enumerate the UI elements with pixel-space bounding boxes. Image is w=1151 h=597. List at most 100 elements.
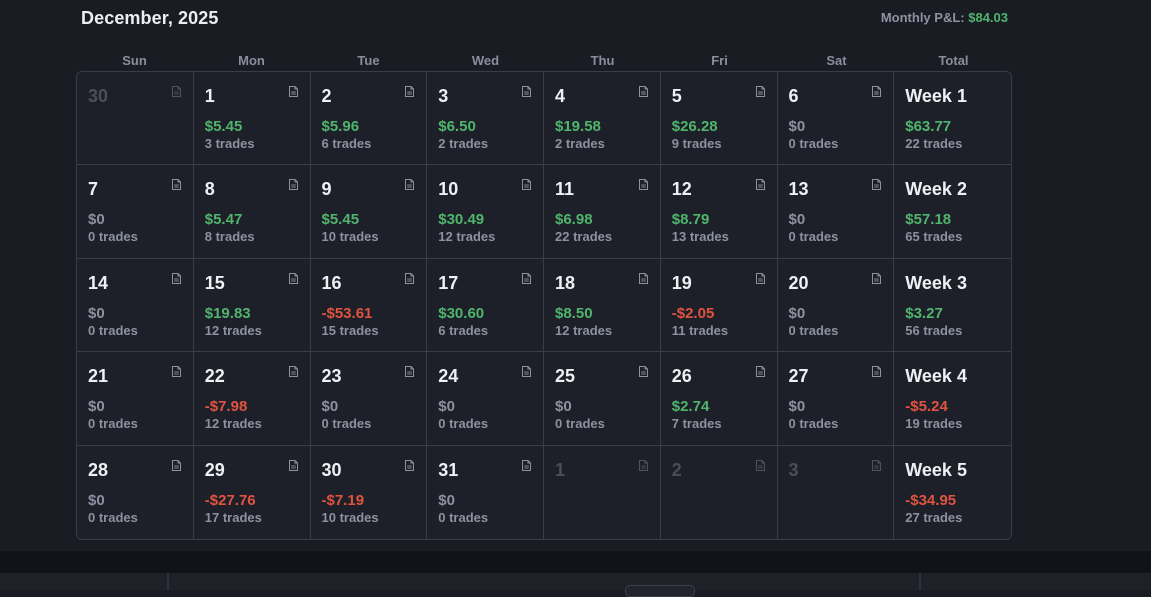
- note-icon[interactable]: [872, 364, 882, 378]
- note-icon[interactable]: [638, 177, 648, 191]
- week-trade-count: 19 trades: [905, 416, 963, 432]
- note-icon[interactable]: [638, 458, 648, 471]
- note-icon[interactable]: [405, 177, 415, 191]
- calendar-day-cell[interactable]: 27 $0 0 trades: [777, 352, 895, 446]
- calendar-day-cell[interactable]: 16 -$53.61 15 trades: [310, 258, 428, 353]
- week-pnl: $63.77: [905, 118, 952, 135]
- note-icon[interactable]: [288, 364, 298, 378]
- calendar-day-cell[interactable]: 18 $8.50 12 trades: [544, 258, 661, 353]
- note-icon[interactable]: [872, 84, 882, 97]
- day-number: 18: [555, 272, 576, 293]
- note-icon[interactable]: [755, 364, 765, 378]
- calendar-day-cell[interactable]: 26 $2.74 7 trades: [660, 352, 778, 446]
- calendar-day-cell[interactable]: 4 $19.58 2 trades: [544, 72, 661, 166]
- day-number: 3: [438, 86, 449, 106]
- day-number: 30: [88, 86, 109, 106]
- note-icon[interactable]: [405, 84, 415, 97]
- day-trade-count: 0 trades: [438, 416, 489, 432]
- note-icon[interactable]: [171, 84, 181, 97]
- calendar-day-cell[interactable]: 23 $0 0 trades: [310, 352, 428, 446]
- note-icon[interactable]: [522, 271, 531, 284]
- note-icon[interactable]: [755, 271, 765, 284]
- calendar-day-cell[interactable]: 30 -$7.19 10 trades: [310, 445, 428, 539]
- note-icon[interactable]: [522, 458, 531, 471]
- day-trade-count: 0 trades: [788, 322, 839, 338]
- calendar-day-cell[interactable]: 7 $0 0 trades: [77, 165, 194, 259]
- note-icon[interactable]: [522, 177, 531, 191]
- week-label: Week 2: [905, 179, 967, 200]
- note-icon[interactable]: [288, 177, 298, 191]
- calendar-day-outside-month: 30: [77, 72, 194, 166]
- note-icon[interactable]: [638, 271, 648, 284]
- calendar-day-cell[interactable]: 8 $5.47 8 trades: [193, 165, 311, 259]
- calendar-day-cell[interactable]: 5 $26.28 9 trades: [660, 72, 778, 166]
- day-number: 6: [788, 86, 799, 106]
- day-number: 21: [88, 366, 109, 387]
- note-icon[interactable]: [755, 177, 765, 191]
- calendar-day-cell[interactable]: 22 -$7.98 12 trades: [193, 352, 311, 446]
- day-pnl: $5.47: [204, 211, 243, 229]
- calendar-day-cell[interactable]: 13 $0 0 trades: [777, 165, 895, 259]
- calendar-day-cell[interactable]: 12 $8.79 13 trades: [660, 165, 778, 259]
- note-icon[interactable]: [872, 271, 882, 284]
- week-label: Week 3: [905, 272, 967, 293]
- note-icon[interactable]: [171, 458, 181, 471]
- day-trade-count: 10 trades: [321, 229, 379, 245]
- calendar-day-cell[interactable]: 21 $0 0 trades: [77, 352, 194, 446]
- day-number: 25: [555, 366, 576, 387]
- day-number: 1: [555, 459, 566, 480]
- day-pnl: $8.50: [555, 304, 593, 322]
- monthly-pnl-label: Monthly P&L:: [880, 10, 965, 25]
- note-icon[interactable]: [638, 364, 648, 378]
- calendar-day-cell[interactable]: 3 $6.50 2 trades: [427, 72, 544, 166]
- day-number: 24: [438, 366, 459, 387]
- month-title: December, 2025: [81, 8, 219, 28]
- calendar-day-cell[interactable]: 24 $0 0 trades: [427, 352, 544, 446]
- calendar-day-cell[interactable]: 31 $0 0 trades: [427, 445, 544, 539]
- note-icon[interactable]: [405, 271, 415, 284]
- day-trade-count: 0 trades: [321, 416, 372, 432]
- day-number: 16: [321, 272, 342, 293]
- note-icon[interactable]: [522, 364, 531, 378]
- divider-bar: [0, 551, 1151, 573]
- footer-handle[interactable]: [625, 585, 695, 597]
- note-icon[interactable]: [171, 364, 181, 378]
- calendar-day-cell[interactable]: 14 $0 0 trades: [77, 258, 194, 353]
- note-icon[interactable]: [171, 271, 181, 284]
- note-icon[interactable]: [755, 458, 765, 471]
- note-icon[interactable]: [288, 458, 298, 471]
- note-icon[interactable]: [755, 84, 765, 97]
- day-trade-count: 2 trades: [555, 136, 605, 151]
- note-icon[interactable]: [288, 271, 298, 284]
- calendar-day-cell[interactable]: 6 $0 0 trades: [777, 72, 895, 166]
- calendar-day-outside-month: 2: [660, 445, 778, 539]
- day-trade-count: 6 trades: [438, 322, 489, 338]
- note-icon[interactable]: [171, 177, 181, 191]
- day-trade-count: 12 trades: [204, 322, 262, 338]
- calendar-day-cell[interactable]: 20 $0 0 trades: [777, 258, 895, 353]
- calendar-day-cell[interactable]: 2 $5.96 6 trades: [310, 72, 428, 166]
- note-icon[interactable]: [288, 84, 298, 97]
- calendar-day-cell[interactable]: 1 $5.45 3 trades: [193, 72, 311, 166]
- day-number: 30: [321, 459, 342, 480]
- calendar-day-cell[interactable]: 28 $0 0 trades: [77, 445, 194, 539]
- calendar-day-cell[interactable]: 9 $5.45 10 trades: [310, 165, 428, 259]
- calendar-day-cell[interactable]: 17 $30.60 6 trades: [427, 258, 544, 353]
- note-icon[interactable]: [405, 364, 415, 378]
- calendar-day-cell[interactable]: 11 $6.98 22 trades: [544, 165, 661, 259]
- day-pnl: $0: [88, 304, 105, 322]
- note-icon[interactable]: [405, 458, 415, 471]
- calendar-day-cell[interactable]: 10 $30.49 12 trades: [427, 165, 544, 259]
- day-number: 28: [88, 459, 109, 480]
- day-pnl: -$7.98: [204, 398, 248, 416]
- calendar-day-cell[interactable]: 29 -$27.76 17 trades: [193, 445, 311, 539]
- note-icon[interactable]: [872, 458, 882, 471]
- calendar-day-cell[interactable]: 19 -$2.05 11 trades: [660, 258, 778, 353]
- note-icon[interactable]: [872, 177, 882, 191]
- calendar-day-cell[interactable]: 25 $0 0 trades: [544, 352, 661, 446]
- note-icon[interactable]: [638, 84, 648, 97]
- note-icon[interactable]: [522, 84, 531, 97]
- day-number: 11: [555, 179, 575, 200]
- day-pnl: -$53.61: [321, 304, 373, 322]
- calendar-day-cell[interactable]: 15 $19.83 12 trades: [193, 258, 311, 353]
